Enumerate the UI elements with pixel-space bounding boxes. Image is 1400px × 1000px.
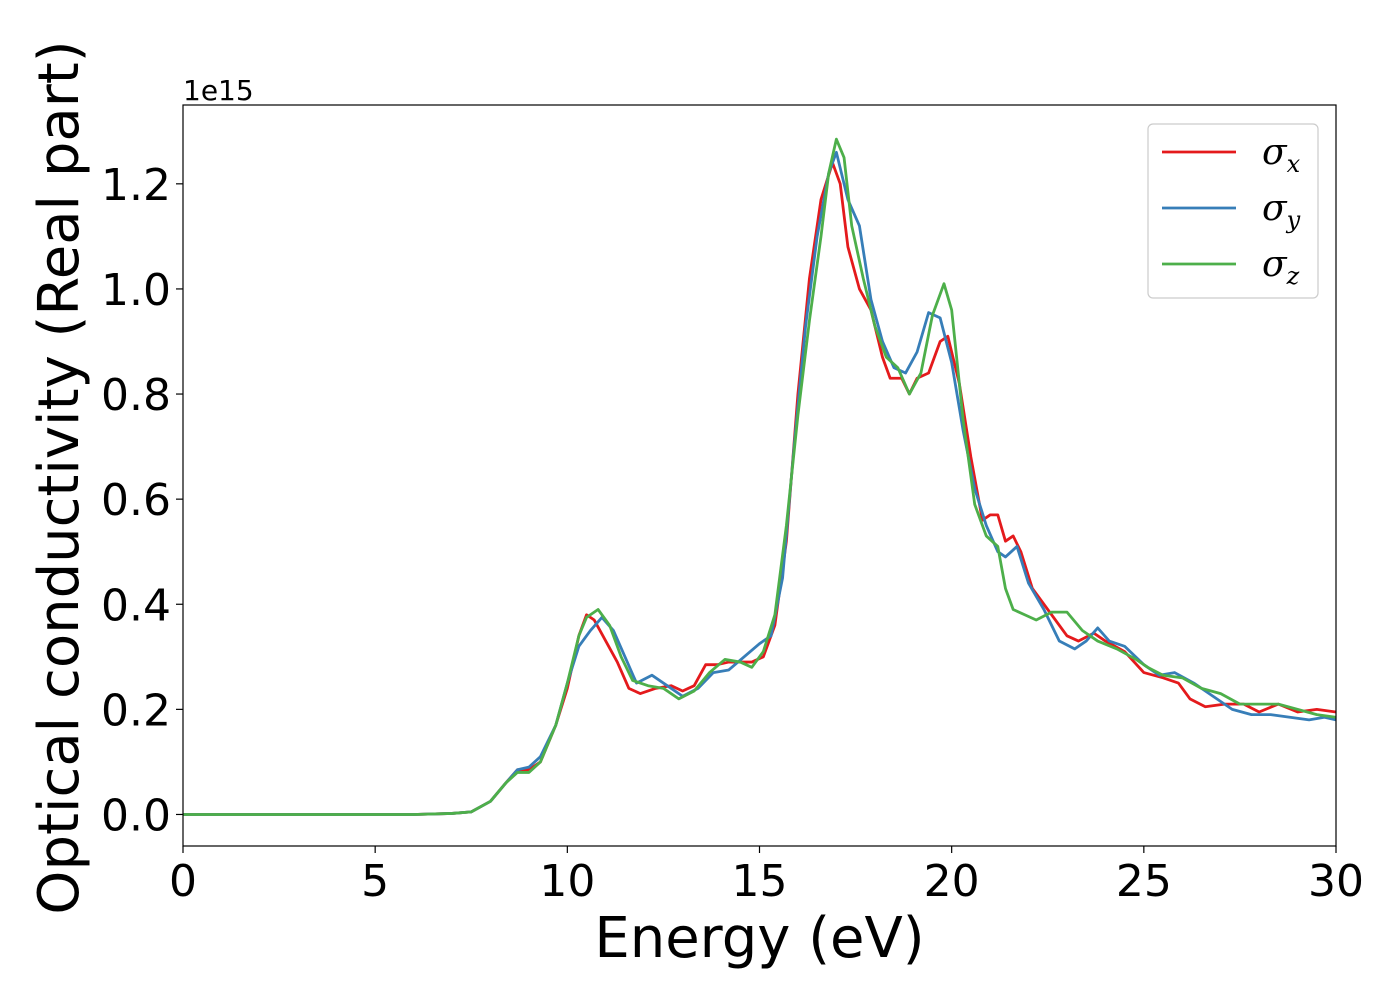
x-axis-label: Energy (eV) [594,906,924,971]
legend-subscript: z [1286,262,1300,290]
legend-label-y: σy [1262,188,1301,234]
legend-symbol: σ [1262,132,1288,173]
y-tick-label: 0.8 [101,370,171,421]
y-axis-ticks: 0.0 0.2 0.4 0.6 0.8 1.0 1.2 [101,160,183,841]
series-layer [183,137,1336,816]
legend-box [1147,123,1319,299]
legend-label-x: σx [1262,132,1301,178]
y-tick-label: 0.0 [101,790,171,841]
x-axis-ticks: 0 5 10 15 20 25 30 [169,846,1364,907]
x-tick-label: 10 [539,856,595,907]
y-tick-label: 1.0 [101,265,171,316]
y-axis-label: Optical conductivity (Real part) [27,40,92,914]
legend-label-z: σz [1262,244,1300,290]
y-tick-label: 1.2 [101,160,171,211]
y-tick-label: 0.6 [101,475,171,526]
x-tick-label: 25 [1116,856,1172,907]
legend-subscript: y [1286,206,1301,234]
y-axis-offset-label: 1e15 [183,74,254,107]
x-tick-label: 20 [924,856,980,907]
legend-symbol: σ [1262,188,1288,229]
legend-subscript: x [1287,150,1301,178]
x-tick-label: 15 [732,856,788,907]
x-tick-label: 0 [169,856,197,907]
series-line-z [183,137,1336,816]
legend-symbol: σ [1262,244,1288,285]
x-tick-label: 5 [361,856,389,907]
y-tick-label: 0.2 [101,685,171,736]
y-tick-label: 0.4 [101,580,171,631]
x-tick-label: 30 [1308,856,1364,907]
